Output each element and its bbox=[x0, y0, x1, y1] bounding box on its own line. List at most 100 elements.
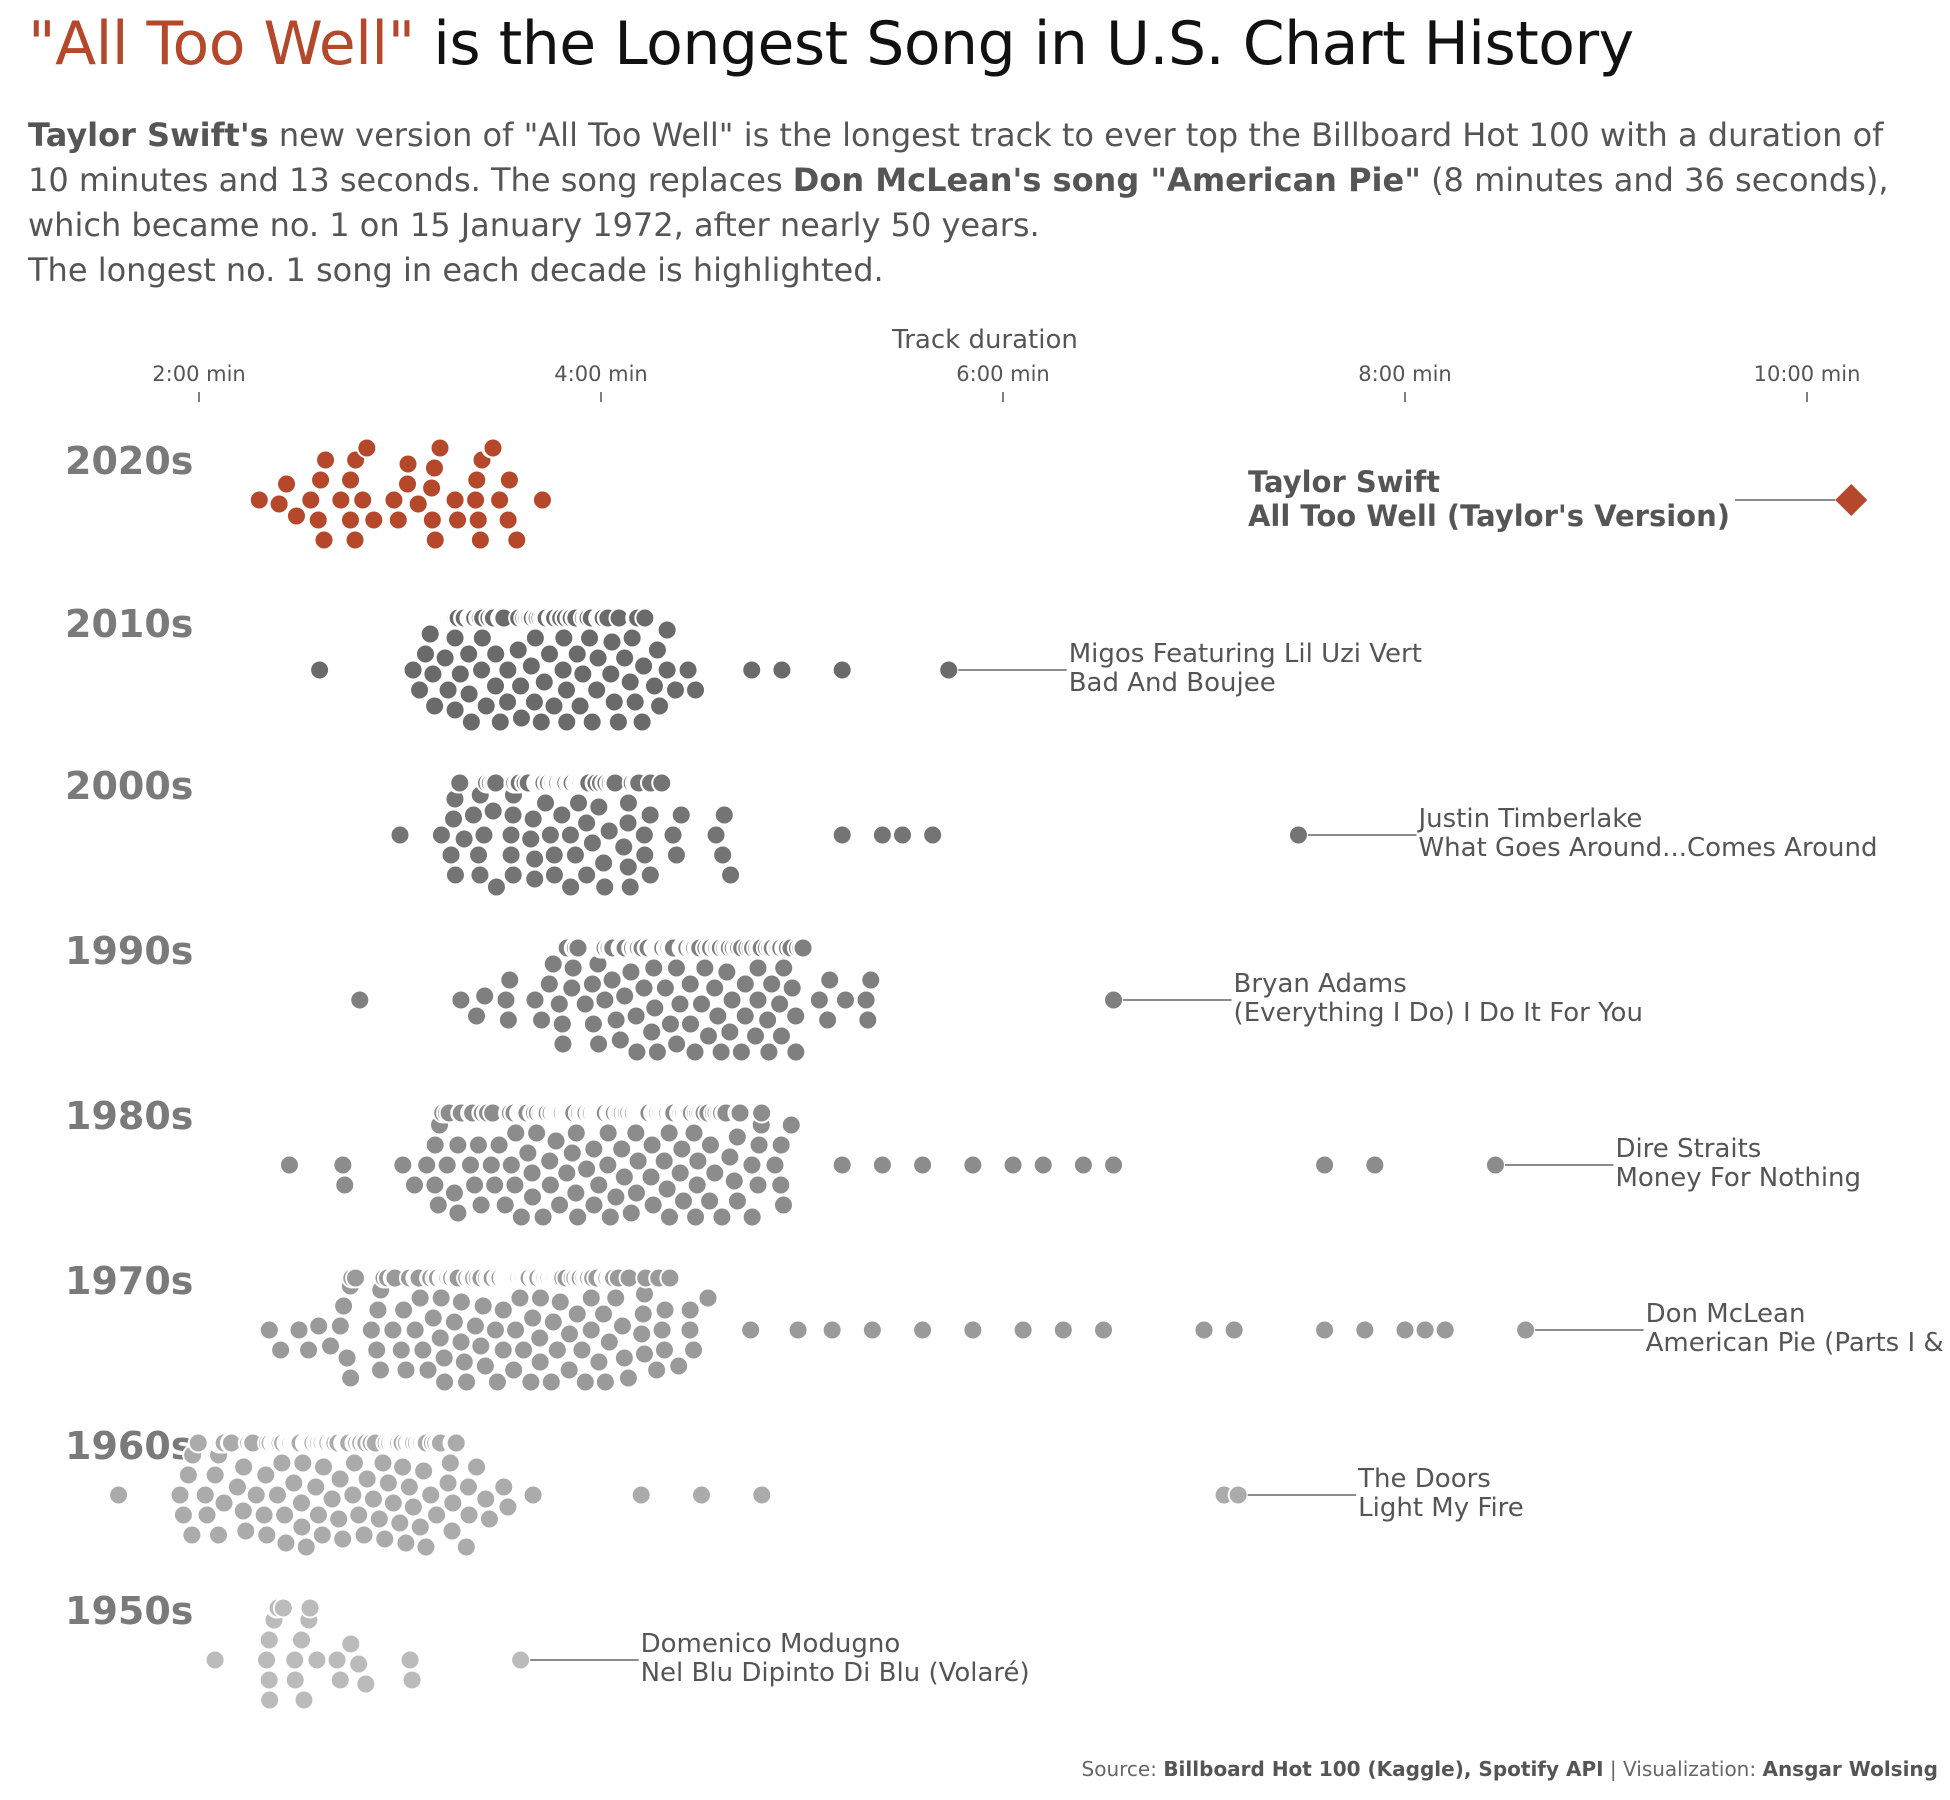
song-point bbox=[741, 1206, 763, 1228]
song-point bbox=[409, 1287, 431, 1309]
song-point bbox=[710, 1041, 732, 1063]
song-point bbox=[397, 453, 419, 475]
song-point bbox=[831, 659, 853, 681]
song-point bbox=[382, 1492, 404, 1514]
song-point bbox=[276, 473, 298, 495]
decade-labels: 1950s 1960s 1970s 1980s 1990s 2000s 2010s 2020s bbox=[65, 439, 193, 1633]
song-point bbox=[1193, 1319, 1215, 1341]
annotation-artist: Don McLean bbox=[1646, 1299, 1806, 1329]
song-point bbox=[492, 1339, 514, 1361]
song-point bbox=[352, 489, 374, 511]
song-point bbox=[614, 985, 636, 1007]
song-point bbox=[787, 1319, 809, 1341]
song-point bbox=[604, 772, 626, 794]
song-point bbox=[771, 659, 793, 681]
song-point bbox=[680, 1013, 702, 1035]
annotation-song: All Too Well (Taylor's Version) bbox=[1248, 499, 1730, 533]
song-point bbox=[670, 804, 692, 826]
song-point bbox=[741, 1154, 763, 1176]
song-point bbox=[395, 1359, 417, 1381]
song-point bbox=[599, 1206, 621, 1228]
song-point bbox=[654, 977, 676, 999]
song-point bbox=[258, 1629, 280, 1651]
song-point bbox=[611, 1138, 633, 1160]
song-point bbox=[1103, 1154, 1125, 1176]
song-point bbox=[392, 1154, 414, 1176]
song-point bbox=[605, 1186, 627, 1208]
song-point bbox=[594, 989, 616, 1011]
song-point bbox=[213, 1492, 235, 1514]
song-point bbox=[426, 1504, 448, 1526]
song-point bbox=[860, 969, 882, 991]
song-point bbox=[439, 1452, 461, 1474]
song-point bbox=[440, 844, 462, 866]
song-point bbox=[561, 1142, 583, 1164]
song-point bbox=[594, 876, 616, 898]
song-point bbox=[309, 659, 331, 681]
song-point bbox=[500, 1154, 522, 1176]
song-point bbox=[404, 1319, 426, 1341]
song-point bbox=[564, 844, 586, 866]
x-tick-label: 8:00 min bbox=[1358, 362, 1451, 386]
song-point bbox=[726, 1126, 748, 1148]
song-point bbox=[340, 1633, 362, 1655]
song-point bbox=[751, 1484, 773, 1506]
author-name: Ansgar Wolsing bbox=[1762, 1757, 1938, 1781]
decade-label: 1990s bbox=[65, 929, 193, 973]
song-point bbox=[429, 437, 451, 459]
song-point bbox=[489, 489, 511, 511]
song-point bbox=[601, 969, 623, 991]
song-point bbox=[747, 1174, 769, 1196]
caption-separator: | Visualization: bbox=[1603, 1757, 1763, 1781]
song-point bbox=[581, 973, 603, 995]
song-point bbox=[383, 489, 405, 511]
song-point bbox=[278, 1154, 300, 1176]
song-point bbox=[773, 957, 795, 979]
song-point bbox=[488, 1134, 510, 1156]
song-point bbox=[834, 989, 856, 1011]
song-point bbox=[497, 509, 519, 531]
song-point bbox=[633, 824, 655, 846]
song-point bbox=[308, 1315, 330, 1337]
song-point bbox=[474, 985, 496, 1007]
song-point bbox=[484, 1319, 506, 1341]
song-point bbox=[313, 1456, 335, 1478]
song-point bbox=[290, 1492, 312, 1514]
song-point bbox=[524, 989, 546, 1011]
song-point bbox=[646, 639, 668, 661]
song-point bbox=[855, 989, 877, 1011]
song-point bbox=[558, 1359, 580, 1381]
song-point bbox=[462, 804, 484, 826]
song-point bbox=[433, 1347, 455, 1369]
song-point bbox=[539, 1174, 561, 1196]
song-point bbox=[504, 1174, 526, 1196]
song-point bbox=[576, 864, 598, 886]
song-point bbox=[340, 1367, 362, 1389]
song-point bbox=[443, 1182, 465, 1204]
song-point bbox=[644, 997, 666, 1019]
song-point bbox=[456, 1371, 478, 1393]
song-point bbox=[634, 844, 656, 866]
song-point bbox=[707, 1005, 729, 1027]
song-point bbox=[311, 1524, 333, 1546]
song-point bbox=[443, 1311, 465, 1333]
song-point bbox=[271, 1452, 293, 1474]
song-point bbox=[509, 1287, 531, 1309]
song-point bbox=[601, 631, 623, 653]
song-point bbox=[498, 469, 520, 491]
subtitle-text-2: (8 minutes and 36 seconds), which became… bbox=[28, 161, 1889, 244]
song-point bbox=[892, 824, 913, 846]
source-label: Source: bbox=[1081, 1757, 1164, 1781]
song-point bbox=[458, 643, 480, 665]
song-point bbox=[424, 695, 446, 717]
song-point bbox=[434, 647, 456, 669]
song-point bbox=[290, 1629, 312, 1651]
song-point bbox=[469, 529, 491, 551]
song-point bbox=[523, 691, 545, 713]
song-point bbox=[551, 1013, 573, 1035]
song-point bbox=[588, 1174, 610, 1196]
x-axis: 2:00 min 4:00 min 6:00 min 8:00 min 10:00 mi… bbox=[152, 362, 1860, 402]
song-point bbox=[697, 1287, 719, 1309]
song-point bbox=[467, 1134, 489, 1156]
song-point bbox=[568, 792, 590, 814]
